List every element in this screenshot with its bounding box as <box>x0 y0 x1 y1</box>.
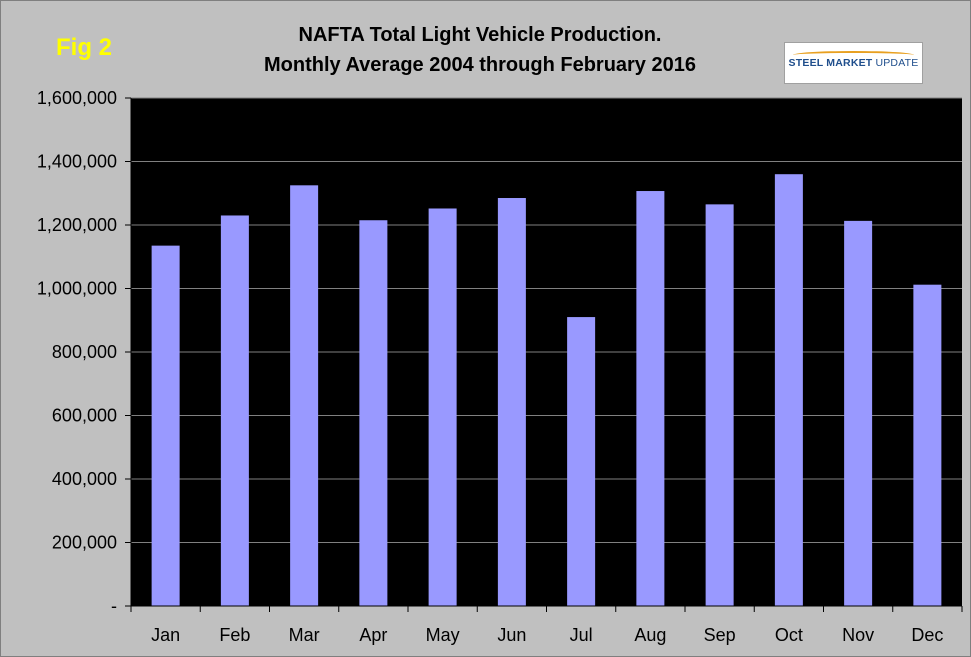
x-tick-label: Nov <box>842 625 874 645</box>
chart-title: NAFTA Total Light Vehicle Production. Mo… <box>200 20 760 80</box>
steel-market-update-logo: STEEL MARKET UPDATE <box>784 42 923 84</box>
y-tick-label: - <box>111 596 117 616</box>
bar <box>151 245 180 606</box>
bar <box>774 174 803 606</box>
bar <box>497 198 526 606</box>
x-tick-label: Mar <box>289 625 320 645</box>
y-tick-label: 600,000 <box>52 406 117 426</box>
chart-title-line-1: NAFTA Total Light Vehicle Production. <box>298 24 662 46</box>
bar <box>567 317 596 606</box>
bar <box>636 191 665 606</box>
bar <box>428 208 457 607</box>
x-tick-label: May <box>426 625 460 645</box>
bar <box>220 215 249 606</box>
x-tick-label: Feb <box>219 625 250 645</box>
bar <box>913 284 942 606</box>
y-tick-label: 1,600,000 <box>37 88 117 108</box>
logo-text-bold: STEEL MARKET <box>788 57 873 69</box>
x-tick-label: Sep <box>704 625 736 645</box>
figure-label: Fig 2 <box>56 34 113 61</box>
y-tick-label: 1,200,000 <box>37 215 117 235</box>
x-tick-label: Dec <box>911 625 943 645</box>
y-tick-label: 1,000,000 <box>37 279 117 299</box>
x-tick-label: Jun <box>497 625 526 645</box>
x-tick-label: Jan <box>151 625 180 645</box>
bar <box>290 185 319 606</box>
x-tick-label: Apr <box>359 625 387 645</box>
y-tick-label: 1,400,000 <box>37 152 117 172</box>
y-tick-label: 200,000 <box>52 533 117 553</box>
y-tick-label: 800,000 <box>52 342 117 362</box>
bar <box>844 220 873 606</box>
logo-text-light: UPDATE <box>875 57 919 69</box>
bar <box>705 204 734 607</box>
chart-title-line-2: Monthly Average 2004 through February 20… <box>264 54 696 76</box>
x-tick-label: Aug <box>634 625 666 645</box>
y-tick-label: 400,000 <box>52 469 117 489</box>
logo-swoosh-icon <box>793 51 914 59</box>
bar <box>359 220 388 607</box>
x-tick-label: Jul <box>570 625 593 645</box>
x-tick-label: Oct <box>775 625 803 645</box>
